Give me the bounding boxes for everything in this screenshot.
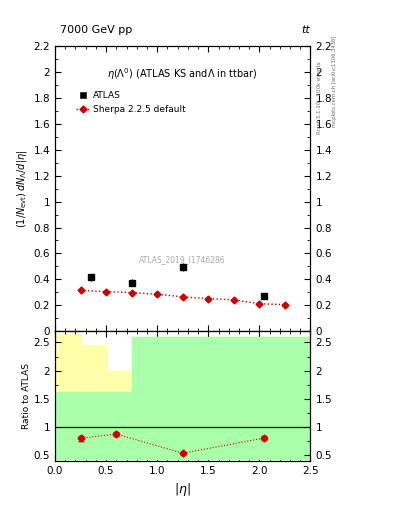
Text: tt: tt <box>302 25 310 35</box>
X-axis label: $|\eta|$: $|\eta|$ <box>174 481 191 498</box>
Text: $\eta(\Lambda^0)$ (ATLAS KS and$\Lambda$ in ttbar): $\eta(\Lambda^0)$ (ATLAS KS and$\Lambda$… <box>107 66 258 82</box>
Text: 7000 GeV pp: 7000 GeV pp <box>60 25 132 35</box>
Legend: ATLAS, Sherpa 2.2.5 default: ATLAS, Sherpa 2.2.5 default <box>72 88 189 117</box>
Y-axis label: Ratio to ATLAS: Ratio to ATLAS <box>22 363 31 429</box>
Text: mcplots.cern.ch [arXiv:1306.3436]: mcplots.cern.ch [arXiv:1306.3436] <box>332 36 337 127</box>
Y-axis label: $(1/N_\mathrm{evt})\,dN_\Lambda/d|\eta|$: $(1/N_\mathrm{evt})\,dN_\Lambda/d|\eta|$ <box>15 150 29 228</box>
Text: Rivet 3.1.10,  200k events: Rivet 3.1.10, 200k events <box>316 61 321 134</box>
Text: ATLAS_2019_I1746286: ATLAS_2019_I1746286 <box>140 255 226 264</box>
